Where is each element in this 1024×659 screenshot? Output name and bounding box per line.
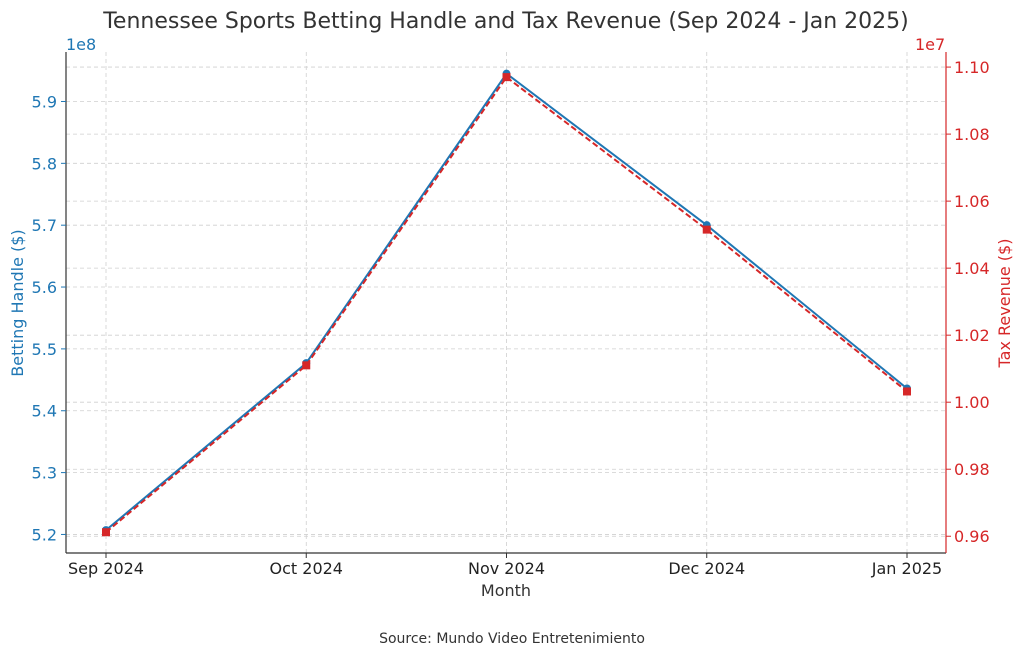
y-left-axis-label: Betting Handle ($) xyxy=(8,229,27,376)
y-left-tick-label: 5.8 xyxy=(32,154,57,173)
y-left-tick-label: 5.5 xyxy=(32,340,57,359)
x-tick-label: Dec 2024 xyxy=(668,559,745,578)
source-note: Source: Mundo Video Entretenimiento xyxy=(379,631,645,647)
y-right-tick-label: 0.98 xyxy=(954,460,990,479)
data-point-tax xyxy=(702,225,711,234)
data-point-tax xyxy=(102,528,110,537)
x-tick-label: Sep 2024 xyxy=(68,559,144,578)
x-axis-label: Month xyxy=(481,581,531,600)
grid xyxy=(66,52,946,553)
y-right-axis-label: Tax Revenue ($) xyxy=(995,239,1014,369)
y-left-tick-label: 5.6 xyxy=(32,278,57,297)
y-left-tick-label: 5.4 xyxy=(32,402,57,421)
chart-title: Tennessee Sports Betting Handle and Tax … xyxy=(102,9,909,34)
series xyxy=(102,69,911,537)
series-line-tax xyxy=(105,75,908,533)
y-left-tick-label: 5.3 xyxy=(32,464,57,483)
y-right-tick-label: 0.96 xyxy=(954,527,990,546)
y-right-tick-label: 1.08 xyxy=(954,125,990,144)
y-right-tick-label: 1.06 xyxy=(954,192,990,211)
left-offset-text: 1e8 xyxy=(66,35,96,54)
y-right-tick-label: 1.10 xyxy=(954,58,990,77)
data-point-tax xyxy=(302,361,311,370)
data-point-tax xyxy=(903,387,911,396)
x-tick-label: Nov 2024 xyxy=(468,559,545,578)
y-right-tick-label: 1.00 xyxy=(954,393,990,412)
y-right-tick-label: 1.02 xyxy=(954,326,990,345)
right-offset-text: 1e7 xyxy=(915,35,945,54)
y-left-tick-label: 5.9 xyxy=(32,92,57,111)
x-tick-label: Oct 2024 xyxy=(270,559,343,578)
y-left-tick-label: 5.7 xyxy=(32,216,57,235)
axes: Sep 2024 Oct 2024 Nov 2024 Dec 2024 Jan 2025… xyxy=(32,52,990,578)
y-right-tick-label: 1.04 xyxy=(954,259,990,278)
y-left-tick-label: 5.2 xyxy=(32,525,57,544)
data-point-tax xyxy=(502,73,511,82)
x-tick-label: Jan 2025 xyxy=(871,559,942,578)
